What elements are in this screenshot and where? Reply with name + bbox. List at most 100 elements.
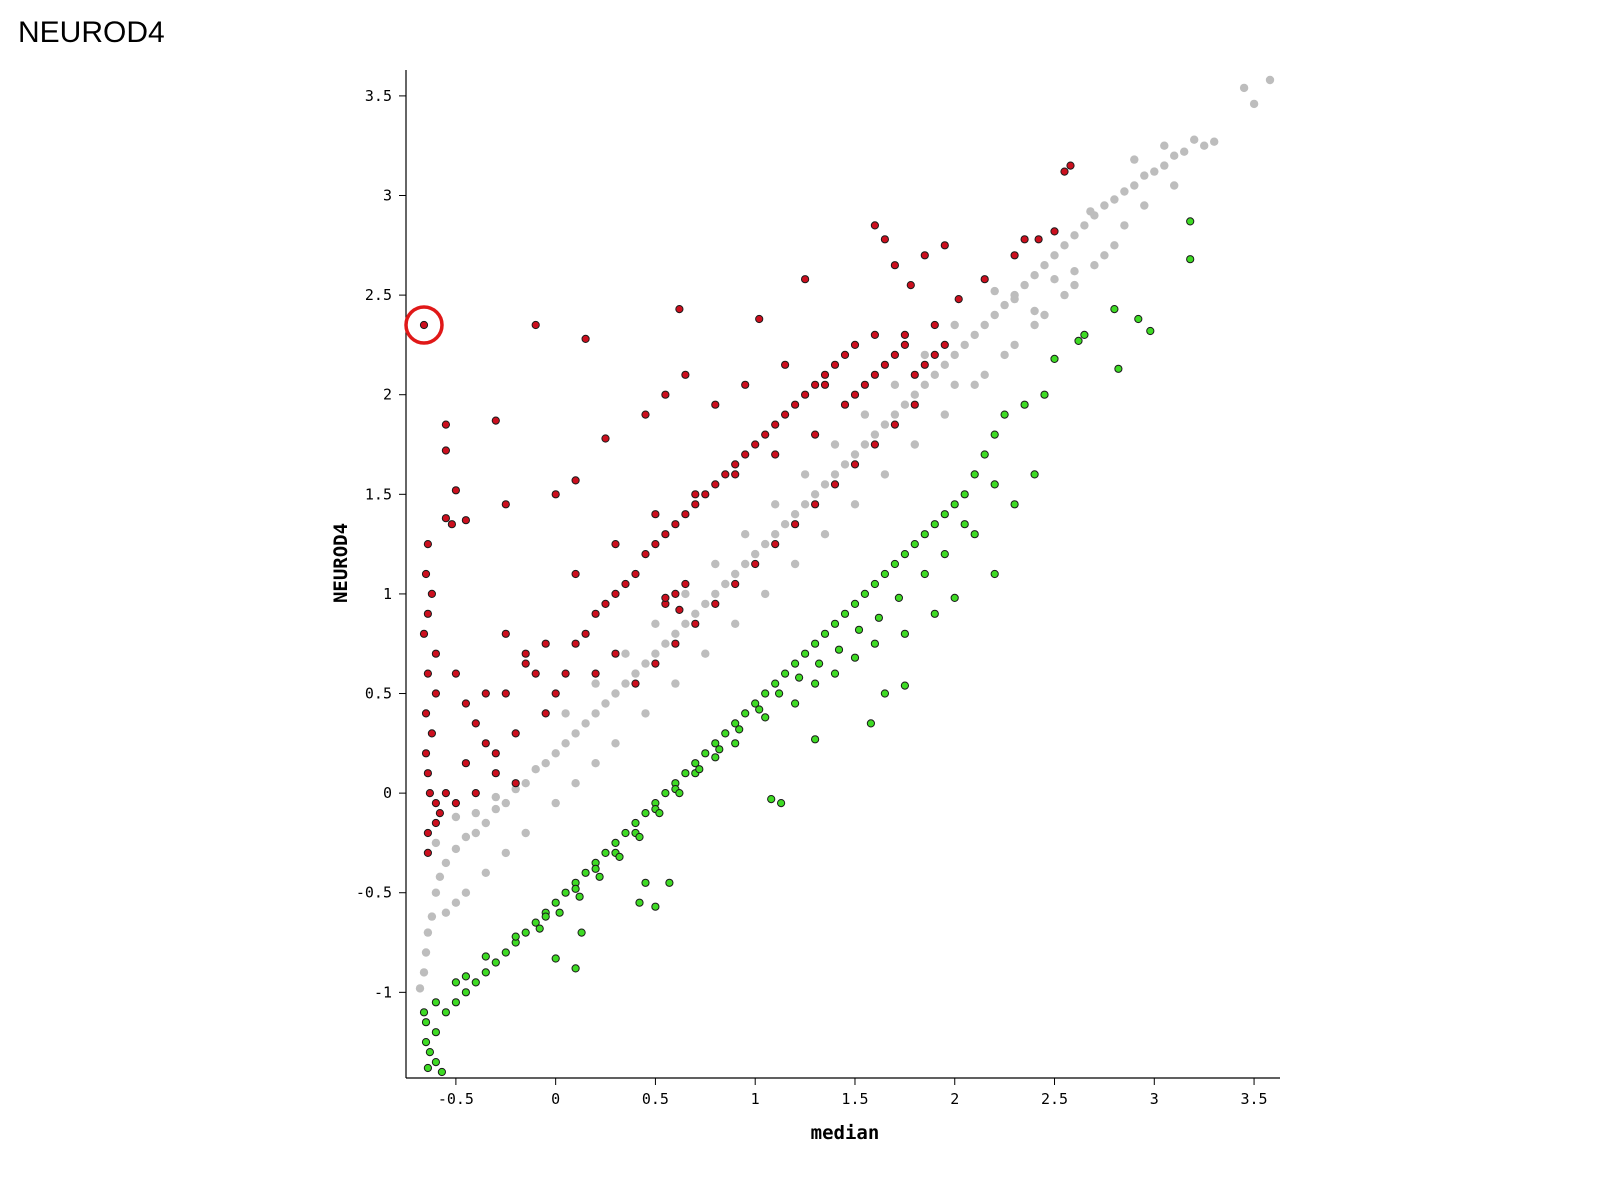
- up-point: [651, 659, 660, 668]
- up-point: [591, 609, 600, 618]
- down-point: [761, 689, 770, 698]
- neutral-point: [741, 559, 750, 569]
- down-point: [791, 699, 800, 708]
- down-point: [900, 681, 910, 690]
- down-point: [830, 619, 840, 628]
- up-point: [651, 510, 660, 519]
- x-tick-label: 3: [1150, 1090, 1159, 1108]
- x-tick-label: 2: [950, 1090, 959, 1108]
- down-point: [900, 550, 910, 559]
- down-point: [850, 653, 860, 662]
- neutral-point: [561, 709, 570, 718]
- neutral-point: [880, 420, 890, 429]
- neutral-point: [1070, 280, 1079, 290]
- neutral-point: [1080, 221, 1089, 230]
- neutral-point: [1190, 135, 1199, 144]
- down-point: [960, 490, 969, 499]
- down-point: [655, 809, 664, 818]
- down-point: [811, 679, 820, 688]
- neutral-point: [1030, 306, 1039, 316]
- up-point: [731, 579, 740, 589]
- down-point: [910, 540, 919, 549]
- up-point: [423, 828, 432, 838]
- down-point: [431, 998, 440, 1007]
- down-point: [830, 669, 840, 678]
- up-regulated-points: [419, 161, 1075, 858]
- y-tick-label: 2: [383, 386, 392, 404]
- neutral-point: [701, 599, 710, 609]
- up-point: [421, 569, 431, 579]
- neutral-point: [641, 659, 650, 668]
- neutral-point: [661, 639, 670, 648]
- up-point: [451, 799, 460, 808]
- neutral-point: [1100, 251, 1109, 260]
- neutral-point: [980, 370, 989, 379]
- down-point: [577, 928, 586, 937]
- up-point: [435, 809, 444, 818]
- neutral-point: [1060, 290, 1069, 300]
- neutral-point: [1140, 201, 1149, 210]
- neutral-point: [591, 709, 600, 718]
- neutral-point: [621, 649, 630, 658]
- down-point: [735, 725, 744, 734]
- x-tick-label: 1.5: [841, 1090, 868, 1108]
- down-point: [880, 569, 890, 579]
- down-point: [431, 1028, 440, 1037]
- neutral-point: [1050, 275, 1059, 284]
- up-point: [906, 281, 915, 290]
- neutral-point: [880, 470, 890, 479]
- down-point: [423, 1063, 432, 1073]
- neutral-point: [970, 330, 979, 340]
- down-point: [930, 609, 939, 618]
- neutral-point: [1160, 161, 1169, 170]
- up-point: [471, 789, 480, 798]
- neutral-point: [641, 709, 650, 718]
- down-point: [1020, 400, 1029, 409]
- neutral-point: [1010, 294, 1019, 304]
- neutral-point: [1100, 201, 1109, 210]
- down-point: [791, 659, 800, 668]
- x-tick-label: -0.5: [438, 1090, 474, 1108]
- up-point: [781, 360, 790, 369]
- down-point: [471, 978, 480, 987]
- up-point: [501, 689, 510, 698]
- down-point: [820, 629, 830, 638]
- down-point: [930, 520, 939, 529]
- up-point: [701, 490, 710, 499]
- down-point: [631, 818, 640, 828]
- neutral-point: [471, 828, 480, 838]
- down-point: [866, 719, 876, 728]
- neutral-point: [1265, 75, 1275, 85]
- up-point: [711, 480, 720, 489]
- up-point: [741, 450, 750, 459]
- down-point: [970, 530, 979, 539]
- neutral-point: [761, 539, 770, 549]
- neutral-point: [611, 689, 620, 698]
- up-point: [421, 709, 431, 718]
- down-point: [591, 864, 600, 873]
- down-point: [1010, 500, 1019, 509]
- down-point: [535, 924, 544, 933]
- x-tick-label: 1: [751, 1090, 760, 1108]
- down-point: [815, 659, 824, 668]
- up-point: [850, 460, 860, 469]
- up-point: [551, 689, 560, 698]
- up-point: [940, 241, 949, 250]
- up-point: [870, 221, 880, 230]
- neutral-point: [850, 500, 860, 509]
- down-point: [950, 500, 959, 509]
- up-point: [451, 486, 460, 495]
- down-point: [441, 1008, 450, 1017]
- x-tick-label: 2.5: [1041, 1090, 1068, 1108]
- neutral-point: [471, 808, 480, 818]
- neutral-point: [701, 649, 710, 658]
- up-point: [423, 540, 432, 549]
- down-point: [781, 669, 790, 678]
- up-point: [870, 440, 880, 449]
- up-point: [531, 320, 540, 330]
- neutral-point: [461, 888, 471, 897]
- up-point: [761, 430, 770, 439]
- neutral-point: [731, 569, 740, 579]
- up-point: [771, 450, 780, 459]
- down-point: [777, 799, 786, 808]
